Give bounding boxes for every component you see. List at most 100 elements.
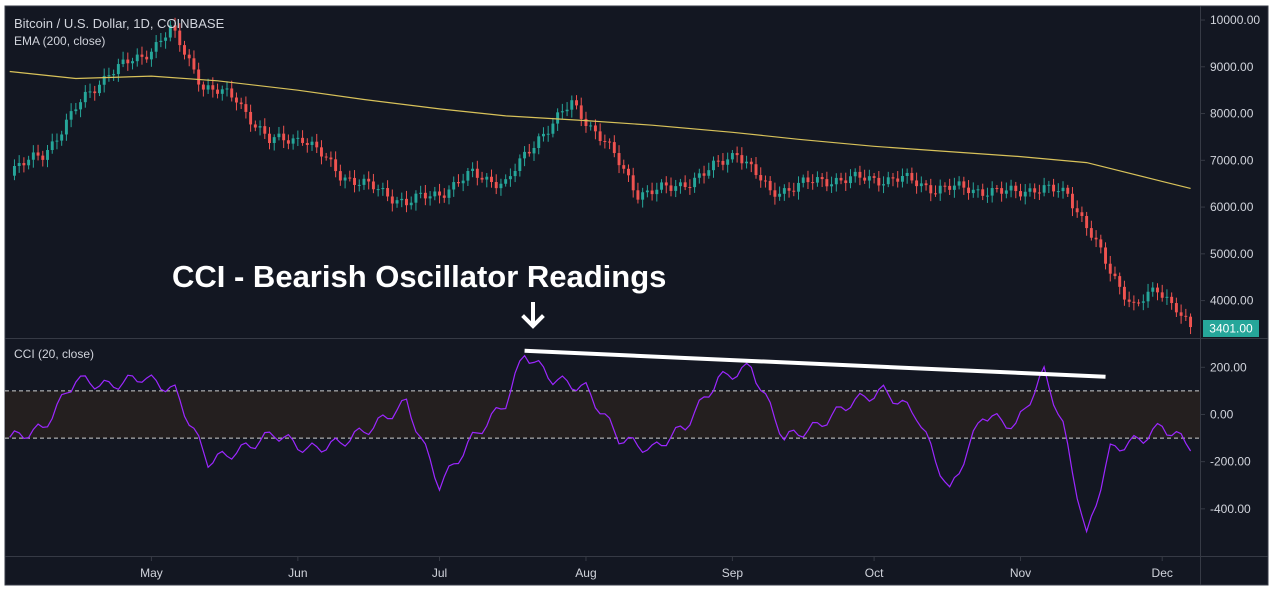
candle-body <box>386 188 390 197</box>
candle-body <box>1085 215 1089 229</box>
candle-body <box>1118 276 1122 287</box>
candle-body <box>749 161 753 165</box>
candle-body <box>971 189 975 194</box>
price-axis: 10000.00 9000.00 8000.00 7000.00 6000.00 5000… <box>1200 13 1260 308</box>
candle-body <box>79 102 83 110</box>
candle-body <box>116 64 120 75</box>
candle-body <box>475 168 479 178</box>
candle-body <box>1141 301 1145 303</box>
candle-body <box>395 200 399 204</box>
candle-body <box>1000 188 1004 194</box>
time-tick-label: Dec <box>1152 566 1173 580</box>
candle-body <box>197 69 201 85</box>
candle-body <box>1033 188 1037 193</box>
candle-body <box>740 155 744 164</box>
candle-body <box>849 176 852 184</box>
candle-body <box>995 188 999 190</box>
candle-body <box>1080 212 1084 216</box>
candle-body <box>36 152 40 156</box>
candle-body <box>957 181 961 186</box>
candle-body <box>1184 315 1188 317</box>
candle-body <box>967 187 971 194</box>
candle-body <box>891 177 895 179</box>
candle-body <box>858 171 862 178</box>
candle-body <box>664 182 668 186</box>
candle-body <box>41 155 45 160</box>
candle-body <box>645 190 649 193</box>
candle-body <box>107 75 111 77</box>
cci-line <box>9 354 1192 534</box>
candle-body <box>825 179 829 187</box>
candle-body <box>924 183 928 186</box>
candle-body <box>239 102 243 105</box>
candle-body <box>319 147 323 157</box>
candle-body <box>362 178 366 185</box>
candle-body <box>598 131 602 141</box>
candle-body <box>1009 185 1013 191</box>
candle-body <box>990 188 994 196</box>
candle-body <box>513 170 517 177</box>
candle-body <box>376 189 380 191</box>
candle-body <box>234 97 238 103</box>
time-tick-label: Sep <box>722 566 744 580</box>
last-price-badge-bg <box>1203 320 1259 337</box>
candle-body <box>820 177 824 180</box>
candle-body <box>83 91 87 103</box>
candle-body <box>560 111 564 113</box>
candle-body <box>730 153 734 160</box>
candle-body <box>787 188 791 191</box>
candle-body <box>1071 193 1074 209</box>
candle-body <box>896 178 900 182</box>
candle-body <box>74 109 78 112</box>
candle-body <box>244 104 248 112</box>
time-tick-label: Jun <box>288 566 307 580</box>
candle-body <box>1066 187 1070 194</box>
candle-body <box>712 160 715 171</box>
candle-body <box>381 188 385 190</box>
candle-body <box>121 59 125 65</box>
candle-body <box>131 61 134 64</box>
candle-body <box>1174 303 1178 313</box>
candle-body <box>452 182 456 190</box>
candle-body <box>773 190 777 197</box>
candle-body <box>466 171 470 181</box>
candle-body <box>541 133 545 137</box>
candle-body <box>494 182 498 189</box>
candle-body <box>334 159 338 172</box>
candle-body <box>834 177 838 185</box>
candle-body <box>844 180 848 184</box>
candle-body <box>46 150 49 160</box>
candle-body <box>872 176 876 178</box>
candle-body <box>565 109 569 112</box>
candle-body <box>863 177 867 181</box>
candle-body <box>650 190 654 195</box>
candle-body <box>329 157 333 160</box>
candle-body <box>508 176 512 180</box>
candle-body <box>617 153 621 166</box>
candle-body <box>551 123 555 134</box>
candle-body <box>910 172 914 181</box>
candle-body <box>867 176 871 181</box>
candle-body <box>943 185 947 187</box>
candle-body <box>17 163 21 167</box>
candle-body <box>655 189 659 195</box>
candle-body <box>301 137 305 143</box>
candle-body <box>268 133 271 144</box>
candle-body <box>390 196 394 204</box>
candle-body <box>674 186 678 191</box>
candle-body <box>919 183 923 187</box>
candle-body <box>456 182 460 184</box>
candle-body <box>433 191 437 197</box>
candle-body <box>263 126 267 134</box>
candle-body <box>357 184 361 186</box>
candle-body <box>1104 247 1107 264</box>
candle-body <box>1189 316 1193 328</box>
candle-body <box>225 88 229 90</box>
candle-body <box>414 193 418 203</box>
candle-body <box>220 89 224 94</box>
candle-body <box>1122 286 1126 300</box>
candle-body <box>693 177 697 188</box>
candle-body <box>371 181 375 190</box>
candle-body <box>716 160 720 162</box>
